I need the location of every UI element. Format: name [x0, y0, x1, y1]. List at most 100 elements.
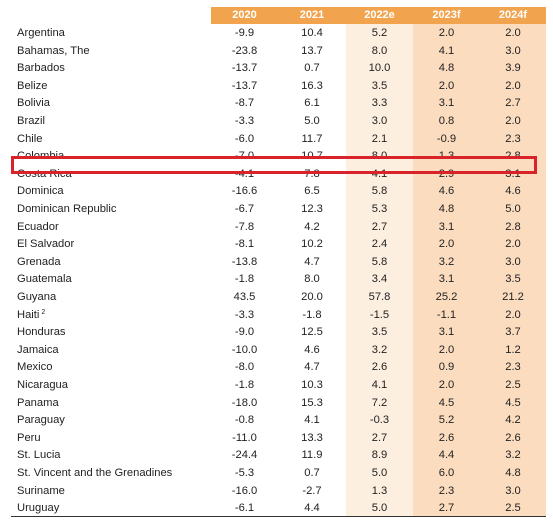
value-2024f: 3.2 [505, 449, 521, 462]
value-2020: -11.0 [232, 431, 257, 444]
value-2023f: 2.0 [438, 343, 455, 356]
value-2024f: 21.2 [502, 291, 524, 303]
value-2023f: 3.1 [438, 326, 455, 339]
table-row: Belize -13.7 16.3 3.5 2.0 2.0 [11, 78, 546, 96]
table-bottom-rule [11, 516, 546, 517]
value-2023f: 2.7 [438, 502, 455, 515]
value-2021: 16.3 [301, 79, 323, 92]
table-row: Nicaragua -1.8 10.3 4.1 2.0 2.5 [11, 377, 546, 395]
value-2020: -13.7 [231, 79, 258, 92]
header-2024f: 2024f [498, 9, 528, 21]
value-2024f: 3.0 [505, 255, 521, 268]
country-label: Bolivia [17, 97, 50, 110]
value-2021: 13.3 [301, 431, 323, 444]
table-row: Argentina -9.9 10.4 5.2 2.0 2.0 [11, 25, 546, 43]
value-2022e: 5.8 [371, 185, 388, 198]
value-2022e: 2.4 [371, 238, 388, 251]
country-name: Haiti 2 [17, 307, 217, 325]
value-2020: -3.3 [234, 308, 255, 321]
country-name: Grenada [17, 254, 217, 272]
value-2023f: 2.3 [438, 484, 455, 497]
value-2023f: 3.1 [438, 97, 455, 110]
value-2023f: 25.2 [435, 291, 458, 303]
table-row: Uruguay -6.1 4.4 5.0 2.7 2.5 [11, 500, 546, 518]
value-2020: -18.0 [231, 396, 258, 409]
value-2024f: 2.7 [505, 97, 521, 110]
value-2021: 20.0 [301, 291, 323, 303]
country-label: St. Vincent and the Grenadines [17, 467, 173, 479]
value-2021: 5.0 [304, 115, 320, 127]
country-name: Ecuador [17, 219, 217, 237]
value-2020: -16.0 [231, 484, 258, 497]
value-2020: -24.4 [231, 449, 258, 462]
country-name: Mexico [17, 359, 217, 377]
value-2023f: 3.1 [438, 273, 455, 286]
value-2023f: 2.0 [438, 238, 455, 251]
value-2024f: 2.0 [505, 308, 521, 321]
value-2022e: 1.3 [371, 484, 388, 497]
value-2021: 4.1 [304, 414, 320, 427]
country-name: Argentina [17, 25, 217, 43]
table-row: Suriname -16.0 -2.7 1.3 2.3 3.0 [11, 483, 546, 501]
country-name: St. Vincent and the Grenadines [17, 465, 217, 483]
value-2023f: 4.5 [438, 396, 455, 409]
value-2021: 12.5 [301, 326, 323, 339]
value-2024f: 2.0 [505, 238, 521, 251]
value-2024f: 2.5 [505, 502, 521, 515]
country-name: Paraguay [17, 412, 217, 430]
value-2020: -13.7 [231, 62, 258, 75]
value-2022e: 3.5 [371, 326, 388, 339]
country-name: Nicaragua [17, 377, 217, 395]
value-2020: -7.8 [234, 220, 255, 233]
table-row: St. Vincent and the Grenadines -5.3 0.7 5.0… [11, 465, 546, 483]
value-2023f: 2.6 [438, 431, 455, 444]
value-2023f: 4.1 [438, 44, 455, 57]
country-label: Grenada [17, 255, 61, 268]
value-2024f: 3.9 [505, 62, 521, 75]
country-label: Guatemala [17, 273, 72, 286]
table-row: St. Lucia -24.4 11.9 8.9 4.4 3.2 [11, 447, 546, 465]
value-2020: -1.8 [234, 379, 255, 391]
value-2022e: 5.2 [371, 27, 388, 39]
value-2022e: 3.5 [371, 79, 388, 92]
value-2024f: 3.7 [505, 326, 521, 339]
value-2022e: 8.0 [371, 44, 388, 57]
country-label: Mexico [17, 361, 53, 374]
country-label: Barbados [17, 62, 65, 75]
value-2024f: 2.3 [505, 132, 521, 145]
value-2021: 13.7 [301, 44, 323, 57]
country-name: Peru [17, 430, 217, 448]
value-2023f: 2.0 [438, 79, 455, 92]
country-label: Paraguay [17, 414, 65, 427]
value-2021: 15.3 [301, 396, 323, 409]
value-2021: 0.7 [304, 467, 320, 479]
table-row: Bolivia -8.7 6.1 3.3 3.1 2.7 [11, 95, 546, 113]
value-2022e: -0.3 [369, 414, 390, 427]
value-2022e: 8.9 [371, 449, 388, 462]
value-2021: 4.6 [304, 343, 320, 356]
table-row: Paraguay -0.8 4.1 -0.3 5.2 4.2 [11, 412, 546, 430]
value-2021: 11.7 [301, 132, 323, 145]
table-row: Guatemala -1.8 8.0 3.4 3.1 3.5 [11, 271, 546, 289]
value-2022e: 2.1 [371, 132, 388, 145]
country-label: Panama [17, 396, 59, 409]
value-2024f: 4.2 [505, 414, 521, 427]
country-name: Guyana [17, 289, 217, 307]
value-2022e: 2.6 [371, 361, 388, 374]
value-2024f: 2.8 [505, 220, 521, 233]
value-2023f: 2.0 [438, 27, 455, 39]
value-2020: -3.3 [234, 115, 255, 127]
country-label: Peru [17, 431, 41, 444]
table-row: Costa Rica -4.1 7.8 4.1 2.9 3.1 [11, 166, 546, 184]
country-label: Haiti [17, 308, 40, 321]
table-header: 2020 2021 2022e 2023f 2024f [211, 7, 546, 24]
value-2022e: 3.3 [371, 97, 388, 110]
table-row: Peru -11.0 13.3 2.7 2.6 2.6 [11, 430, 546, 448]
value-2023f: 4.6 [438, 185, 455, 198]
country-name: Jamaica [17, 342, 217, 360]
table-row: Ecuador -7.8 4.2 2.7 3.1 2.8 [11, 219, 546, 237]
country-name: Suriname [17, 483, 217, 501]
country-name: Barbados [17, 60, 217, 78]
table-row: Dominican Republic -6.7 12.3 5.3 4.8 5.0 [11, 201, 546, 219]
value-2020: -5.3 [234, 467, 255, 479]
